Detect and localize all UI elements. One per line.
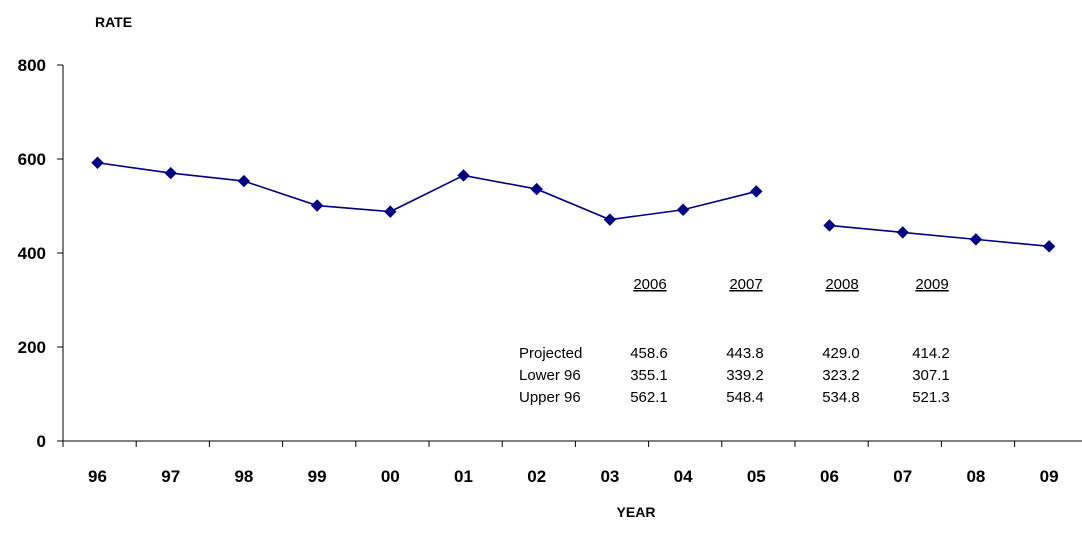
- table-row-label-upper: Upper 96: [519, 389, 581, 406]
- table-cell: 339.2: [726, 367, 764, 384]
- data-point: [896, 226, 909, 239]
- x-tick-label: 08: [966, 467, 985, 486]
- table-header-2009: 2009: [915, 276, 948, 293]
- table-cell: 534.8: [822, 389, 860, 406]
- table-header-2007: 2007: [729, 276, 762, 293]
- table-cell: 521.3: [912, 389, 950, 406]
- table-cell: 355.1: [630, 367, 668, 384]
- y-tick-label: 800: [18, 56, 46, 75]
- table-cell: 307.1: [912, 367, 950, 384]
- data-point: [603, 213, 617, 226]
- series-line-1: [97, 161, 757, 221]
- series-group: [91, 156, 1056, 253]
- y-tick-label: 200: [18, 338, 46, 357]
- table-cell: 414.2: [912, 345, 950, 362]
- table-cell: 429.0: [822, 345, 860, 362]
- data-point: [1042, 240, 1056, 253]
- table-header-2006: 2006: [633, 276, 666, 293]
- y-tick-label: 0: [37, 432, 46, 451]
- table-header-2008: 2008: [825, 276, 858, 293]
- x-tick-label: 06: [820, 467, 839, 486]
- data-point: [164, 166, 177, 180]
- data-point: [457, 169, 470, 182]
- table-cell: 443.8: [726, 345, 764, 362]
- data-point: [384, 205, 397, 218]
- x-tick-label: 97: [161, 467, 180, 486]
- series-line-2: [829, 224, 1050, 248]
- data-point: [91, 156, 104, 169]
- x-tick-label: 98: [234, 467, 253, 486]
- data-point: [310, 199, 324, 212]
- table-cell: 562.1: [630, 389, 668, 406]
- x-tick-label: 02: [527, 467, 546, 486]
- projection-table: 2006 2007 2008 2009 Projected 458.6 443.…: [519, 276, 950, 406]
- data-point: [969, 233, 983, 246]
- data-point: [530, 182, 543, 196]
- table-cell: 458.6: [630, 345, 668, 362]
- data-point: [823, 219, 836, 232]
- table-row-label-projected: Projected: [519, 345, 582, 362]
- x-tick-label: 96: [88, 467, 107, 486]
- data-point: [750, 185, 763, 198]
- table-cell: 323.2: [822, 367, 860, 384]
- y-tick-label: 400: [18, 244, 46, 263]
- table-row-label-lower: Lower 96: [519, 367, 581, 384]
- x-tick-label: 03: [600, 467, 619, 486]
- x-tick-label: 04: [674, 467, 693, 486]
- x-tick-label: 05: [747, 467, 766, 486]
- x-tick-label: 07: [893, 467, 912, 486]
- x-tick-label: 00: [381, 467, 400, 486]
- x-tick-label: 09: [1040, 467, 1059, 486]
- x-ticks: 96 97 98 99 00 01 02 03 04 05 06 07 08 09: [62, 441, 1059, 486]
- x-tick-label: 99: [308, 467, 327, 486]
- table-cell: 548.4: [726, 389, 764, 406]
- data-point: [237, 174, 251, 188]
- y-axis-title: RATE: [95, 14, 132, 30]
- y-ticks: 0 200 400 600 800: [18, 56, 63, 451]
- data-point: [676, 203, 690, 216]
- y-tick-label: 600: [18, 150, 46, 169]
- x-tick-label: 01: [454, 467, 473, 486]
- x-axis-title: YEAR: [617, 504, 656, 520]
